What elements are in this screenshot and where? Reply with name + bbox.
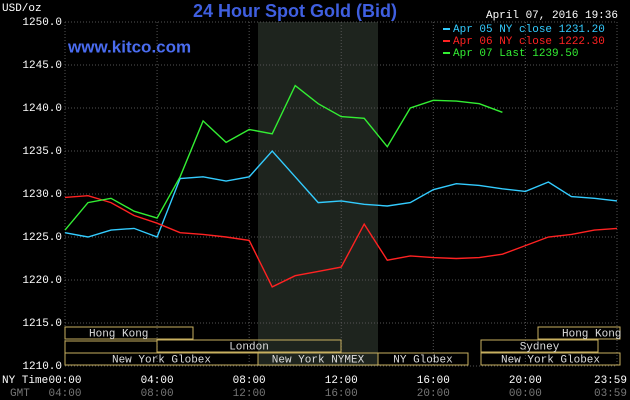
y-tick-label: 1225.0 — [22, 232, 62, 244]
legend-label: Apr 05 NY close 1231.20 — [453, 24, 605, 36]
gmt-tick-label: 16:00 — [325, 388, 358, 400]
x-tick-label: 04:00 — [141, 375, 174, 387]
line — [64, 149, 618, 238]
x-axis-label: NY Time — [2, 375, 48, 387]
x-tick-label: 00:00 — [48, 375, 81, 387]
timestamp: April 07, 2016 19:36 — [486, 10, 618, 22]
legend-label: Apr 07 Last 1239.50 — [453, 48, 578, 60]
session-label: Hong Kong — [562, 328, 621, 340]
session-box — [377, 352, 469, 366]
x2-axis-label: GMT — [10, 388, 30, 400]
x-tick-label: 16:00 — [417, 375, 450, 387]
y-tick-label: 1240.0 — [22, 103, 62, 115]
session-box — [480, 352, 621, 366]
session-label: New York NYMEX — [272, 354, 365, 366]
session-label: New York Globex — [112, 354, 211, 366]
gmt-tick-label: 04:00 — [48, 388, 81, 400]
session-box — [156, 339, 342, 353]
gmt-tick-label: 00:00 — [509, 388, 542, 400]
line — [64, 84, 503, 231]
x-tick-label: 20:00 — [509, 375, 542, 387]
chart-title: 24 Hour Spot Gold (Bid) — [193, 1, 397, 21]
line — [64, 194, 618, 288]
y-tick-label: 1230.0 — [22, 189, 62, 201]
gmt-tick-label: 08:00 — [141, 388, 174, 400]
session-label: New York Globex — [501, 354, 600, 366]
gmt-tick-label: 03:59 — [594, 388, 627, 400]
y-tick-label: 1220.0 — [22, 275, 62, 287]
x-tick-label: 12:00 — [325, 375, 358, 387]
session-label: NY Globex — [393, 354, 453, 366]
session-box — [64, 326, 194, 340]
y-tick-label: 1235.0 — [22, 146, 62, 158]
y-tick-label: 1245.0 — [22, 60, 62, 72]
session-label: London — [229, 341, 269, 353]
watermark: www.kitco.com — [67, 37, 191, 56]
gmt-tick-label: 20:00 — [417, 388, 450, 400]
gmt-tick-label: 12:00 — [233, 388, 266, 400]
x-tick-label: 23:59 — [594, 375, 627, 387]
session-box — [480, 339, 599, 353]
y-tick-label: 1210.0 — [22, 361, 62, 373]
session-box — [537, 326, 621, 340]
session-label: Sydney — [520, 341, 560, 353]
x-tick-label: 08:00 — [233, 375, 266, 387]
legend-label: Apr 06 NY close 1222.30 — [453, 36, 605, 48]
y-tick-label: 1250.0 — [22, 17, 62, 29]
y-axis-label: USD/oz — [2, 3, 42, 15]
y-tick-label: 1215.0 — [22, 318, 62, 330]
session-label: Hong Kong — [89, 328, 148, 340]
